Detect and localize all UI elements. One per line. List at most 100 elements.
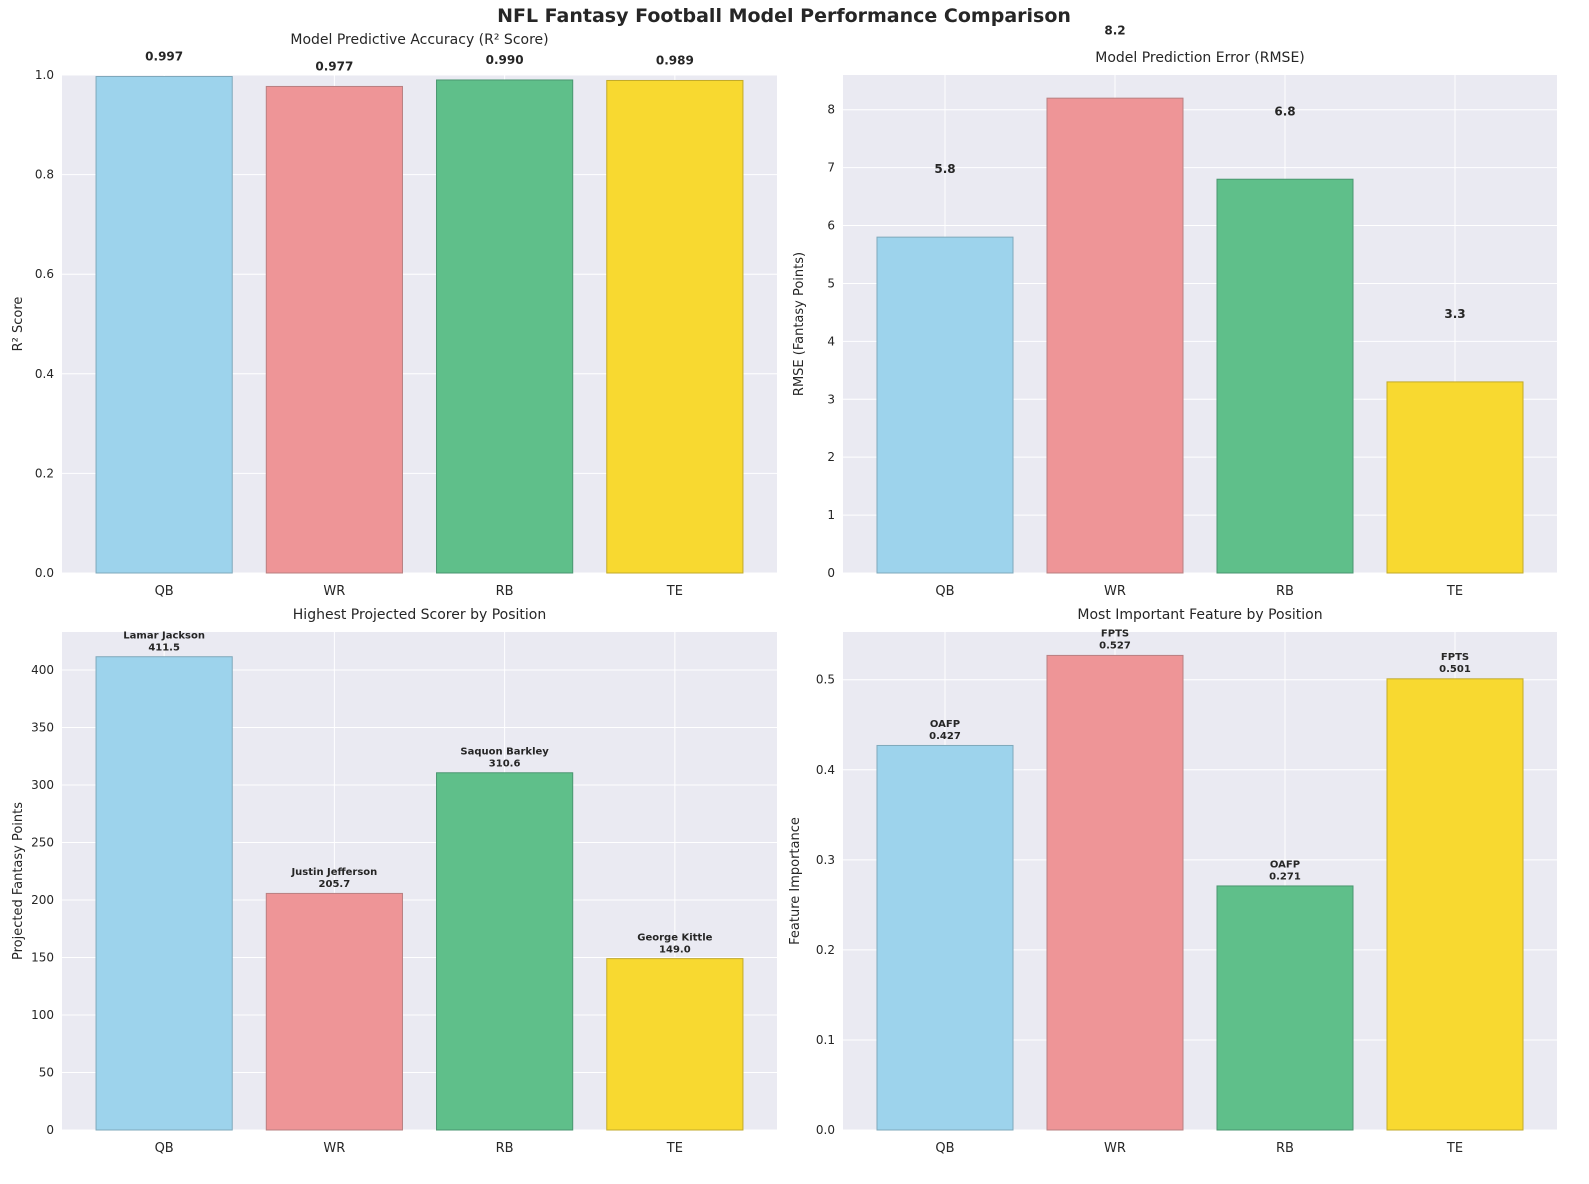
x-tick-label: TE xyxy=(1446,1141,1463,1156)
x-tick-label: QB xyxy=(935,1141,954,1156)
data-label: 0.990 xyxy=(486,53,524,67)
bar-te xyxy=(606,79,744,574)
figure-title: NFL Fantasy Football Model Performance C… xyxy=(497,5,1071,27)
data-label: 0.997 xyxy=(145,50,183,64)
bar-qb xyxy=(95,75,233,574)
bar-qb xyxy=(876,744,1014,1131)
data-label: FPTS xyxy=(1101,629,1129,640)
y-axis-label: RMSE (Fantasy Points) xyxy=(792,252,807,396)
y-tick-label: 8 xyxy=(827,103,835,117)
x-tick-label: QB xyxy=(935,584,954,599)
y-tick-label: 1 xyxy=(827,508,835,522)
y-tick-label: 2 xyxy=(827,450,835,464)
y-tick-label: 250 xyxy=(31,835,54,849)
subplot-4: 0.00.10.20.30.40.5OAFP0.427QBFPTS0.527WR… xyxy=(788,607,1557,1156)
bar-rb xyxy=(1216,178,1354,574)
data-label: Lamar Jackson xyxy=(123,630,205,641)
y-tick-label: 0.2 xyxy=(35,466,54,480)
y-tick-label: 3 xyxy=(827,392,835,406)
y-tick-label: 1.0 xyxy=(35,68,54,82)
y-tick-label: 300 xyxy=(31,778,54,792)
bar-wr xyxy=(265,85,403,574)
x-tick-label: TE xyxy=(666,584,683,599)
subplot-1: 0.0 0.2 0.4 0.6 0.8 1.0 0.997 QB 0.977 WR 0.990 RB 0… xyxy=(11,32,777,599)
bar-rb xyxy=(436,79,574,574)
bar-rb xyxy=(1216,885,1354,1131)
data-label: 411.5 xyxy=(148,642,180,653)
x-tick-label: TE xyxy=(1446,584,1463,599)
y-tick-label: 100 xyxy=(31,1008,54,1022)
x-tick-label: WR xyxy=(323,1141,345,1156)
subplot-title: Highest Projected Scorer by Position xyxy=(293,607,546,623)
y-tick-label: 0.5 xyxy=(816,673,835,687)
y-tick-label: 0.6 xyxy=(35,267,54,281)
data-label: Justin Jefferson xyxy=(290,867,377,878)
subplot-title: Model Prediction Error (RMSE) xyxy=(1095,50,1305,66)
y-tick-label: 200 xyxy=(31,893,54,907)
data-label: 0.527 xyxy=(1099,641,1131,652)
bar-qb xyxy=(876,236,1014,574)
bar-te xyxy=(606,958,744,1131)
y-tick-label: 0.8 xyxy=(35,168,54,182)
y-tick-label: 0 xyxy=(827,566,835,580)
y-tick-label: 0.3 xyxy=(816,853,835,867)
y-tick-label: 0.4 xyxy=(35,367,54,381)
y-tick-label: 150 xyxy=(31,950,54,964)
x-tick-label: QB xyxy=(155,1141,174,1156)
bar-wr xyxy=(1046,97,1184,574)
data-label: 0.427 xyxy=(929,731,961,742)
data-label: 310.6 xyxy=(489,758,521,769)
bar-te xyxy=(1386,678,1524,1131)
data-label: 3.3 xyxy=(1444,307,1465,321)
data-label: 8.2 xyxy=(1104,23,1125,37)
x-tick-label: QB xyxy=(155,584,174,599)
y-tick-label: 0.1 xyxy=(816,1033,835,1047)
subplot-title: Most Important Feature by Position xyxy=(1077,607,1322,623)
y-tick-label: 7 xyxy=(827,161,835,175)
x-tick-label: TE xyxy=(666,1141,683,1156)
data-label: 0.501 xyxy=(1439,664,1471,675)
x-tick-label: WR xyxy=(1104,584,1126,599)
y-tick-label: 0 xyxy=(46,1123,54,1137)
data-label: 0.271 xyxy=(1269,871,1301,882)
data-label: 0.977 xyxy=(315,59,353,73)
bar-wr xyxy=(265,892,403,1131)
y-tick-label: 0.4 xyxy=(816,763,835,777)
y-tick-label: 50 xyxy=(39,1065,54,1079)
y-tick-label: 6 xyxy=(827,219,835,233)
bar-te xyxy=(1386,381,1524,574)
y-tick-label: 0.0 xyxy=(35,566,54,580)
data-label: FPTS xyxy=(1441,652,1469,663)
x-tick-label: RB xyxy=(496,1141,514,1156)
data-label: Saquon Barkley xyxy=(460,746,549,757)
data-label: 6.8 xyxy=(1274,104,1295,118)
y-axis-label: Feature Importance xyxy=(788,817,803,945)
bar-qb xyxy=(95,656,233,1131)
y-axis-label: R² Score xyxy=(11,297,26,352)
bar-wr xyxy=(1046,654,1184,1131)
x-tick-label: RB xyxy=(1276,1141,1294,1156)
x-tick-label: WR xyxy=(323,584,345,599)
data-label: 0.989 xyxy=(656,54,694,68)
data-label: 149.0 xyxy=(659,944,691,955)
x-tick-label: RB xyxy=(496,584,514,599)
data-label: OAFP xyxy=(1270,859,1300,870)
subplot-2: 0 1 2 3 4 5 6 7 8 5.8 QB 8.2 WR 6.8 RB 3.3 TE Model Predi… xyxy=(792,23,1557,599)
y-axis-label: Projected Fantasy Points xyxy=(11,802,26,960)
y-tick-label: 0.0 xyxy=(816,1123,835,1137)
data-label: OAFP xyxy=(930,719,960,730)
y-tick-label: 400 xyxy=(31,663,54,677)
bar-rb xyxy=(436,772,574,1131)
x-tick-label: RB xyxy=(1276,584,1294,599)
data-label: 5.8 xyxy=(934,162,955,176)
data-label: 205.7 xyxy=(319,879,351,890)
x-tick-label: WR xyxy=(1104,1141,1126,1156)
y-tick-label: 350 xyxy=(31,720,54,734)
subplot-title: Model Predictive Accuracy (R² Score) xyxy=(290,32,548,48)
y-tick-label: 5 xyxy=(827,276,835,290)
y-tick-label: 4 xyxy=(827,334,835,348)
data-label: George Kittle xyxy=(637,932,712,943)
subplot-3: 0 50 100 150 200 250 300 350 400 Lamar Jackson411… xyxy=(11,607,777,1156)
y-tick-label: 0.2 xyxy=(816,943,835,957)
